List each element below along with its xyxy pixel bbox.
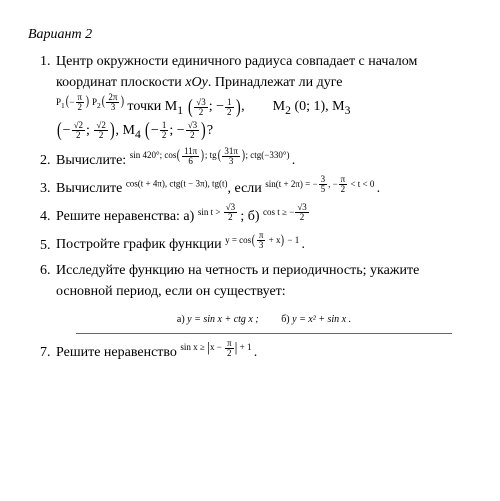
variant-title: Вариант 2: [28, 24, 472, 45]
p1-d2: 3: [106, 103, 119, 112]
p7-2: 2: [225, 349, 234, 358]
p3-g2: 2: [339, 185, 348, 194]
p4-label: Решите неравенства: а): [56, 209, 198, 224]
p4-aexpr: sin t >: [198, 207, 223, 217]
p1-line3: (−√22; √22), M4 (−12; −√32)?: [56, 123, 213, 138]
p4-b2: 2: [295, 213, 308, 222]
p4-b: cos t ≥ −√32: [263, 207, 310, 217]
p1-points-text: точки M: [127, 99, 177, 114]
p2-cosden: 6: [182, 157, 199, 166]
p4-a: sin t > √32: [198, 207, 241, 217]
p1-m2coords: (0; 1), M: [291, 99, 345, 114]
p1-m3d1: 2: [72, 131, 85, 140]
p6-opt-b: б) y = x² + sin x .: [281, 312, 351, 327]
p3-period: .: [377, 181, 381, 196]
p7-expr: sin x ≥ |x − π2| + 1: [180, 342, 253, 352]
p6-al: а): [177, 314, 187, 325]
p1-m1n1: √3: [194, 98, 207, 108]
problem-3: Вычислите cos(t + 4π), ctg(t − 3π), tg(t…: [54, 175, 472, 199]
p6-options: а) y = sin x + ctg x ; б) y = x² + sin x…: [56, 312, 472, 327]
p4-a2: 2: [224, 213, 237, 222]
p3-expr: cos(t + 4π), ctg(t − 3π), tg(t): [126, 179, 228, 189]
p1-text2: . Принадлежат ли дуге: [208, 75, 343, 90]
p5-y: y = cos: [225, 235, 251, 245]
p2-tgpre: ; tg: [205, 150, 217, 160]
p3-if: , если: [228, 181, 266, 196]
p7-sin: sin x ≥: [180, 342, 207, 352]
p7-p1: + 1: [237, 342, 251, 352]
p2-sin: sin 420°: [130, 150, 160, 160]
problem-4: Решите неравенства: а) sin t > √32 ; б) …: [54, 203, 472, 227]
p7-xm: x −: [210, 342, 224, 352]
p2-tgden: 3: [222, 157, 240, 166]
p5-func: y = cos(π3 + x) − 1: [225, 235, 301, 245]
p6-bl: б): [281, 314, 292, 325]
problem-5: Постройте график функции y = cos(π3 + x)…: [54, 231, 472, 255]
p1-d1: 2: [76, 103, 85, 112]
p1-m1neg: −: [216, 99, 224, 114]
p1-plane: xOy: [185, 75, 208, 90]
p3-gsin: sin(t + 2π) = −: [265, 179, 317, 189]
p1-m1n2: 1: [225, 98, 234, 108]
problem-7: Решите неравенство sin x ≥ |x − π2| + 1 …: [54, 338, 472, 363]
problem-2: Вычислите: sin 420°; cos(11π6); tg(31π3)…: [54, 147, 472, 171]
p2-label: Вычислите:: [56, 153, 130, 168]
p1-m1d1: 2: [194, 108, 207, 117]
p6-be: y = x² + sin x .: [292, 314, 351, 325]
p5-m1: − 1: [285, 235, 299, 245]
p6-opt-a: а) y = sin x + ctg x ;: [177, 312, 259, 327]
p1-m4d2: 2: [186, 131, 199, 140]
p1-m4lbl: , M: [116, 123, 135, 138]
p3-given: sin(t + 2π) = −35, −π2 < t < 0: [265, 179, 376, 189]
p4-sep: ; б): [240, 209, 263, 224]
p3-label: Вычислите: [56, 181, 126, 196]
p4-bexpr: cos t ≥ −: [263, 207, 294, 217]
p1-m4d1: 2: [160, 131, 169, 140]
p5-plus: + x: [266, 235, 280, 245]
p2-ctg: ; ctg(−330°): [246, 150, 290, 160]
p3-glt: < t < 0: [348, 179, 374, 189]
p1-neg1: −: [69, 97, 74, 107]
p3-g5: 5: [319, 185, 328, 194]
p2-period: .: [292, 153, 296, 168]
p5-period: .: [301, 238, 305, 253]
p7-label: Решите неравенство: [56, 345, 180, 360]
p6-text: Исследуйте функцию на четность и периоди…: [56, 263, 419, 299]
p1-m4neg2: −: [177, 123, 185, 138]
p1-m4sub: 4: [135, 127, 141, 140]
p1-arc-line: P1(−π2) P2(2π3) точки M1 (√32; −12), M2 …: [56, 99, 350, 114]
problem-list: Центр окружности единичного радиуса совп…: [28, 51, 472, 363]
p7-period: .: [254, 345, 258, 360]
p1-m1d2: 2: [225, 108, 234, 117]
p1-m4neg1: −: [151, 123, 159, 138]
p2-expr: sin 420°; cos(11π6); tg(31π3); ctg(−330°…: [130, 150, 292, 160]
p5-label: Постройте график функции: [56, 238, 225, 253]
p1-q: ?: [207, 123, 213, 138]
p1-m3d2: 2: [94, 131, 107, 140]
p5-fd: 3: [257, 241, 266, 250]
p3-gc: , −: [328, 179, 338, 189]
p1-m3neg: −: [63, 123, 71, 138]
p1-arc-expr: P1(−π2) P2(2π3): [56, 97, 127, 107]
p6-ae: y = sin x + ctg x ;: [187, 314, 259, 325]
p1-m3sub: 3: [345, 104, 351, 117]
problem-1: Центр окружности единичного радиуса совп…: [54, 51, 472, 143]
divider-line: [76, 333, 452, 334]
p2-cospre: cos: [164, 150, 176, 160]
p1-m2: M: [273, 99, 285, 114]
problem-6: Исследуйте функцию на четность и периоди…: [54, 260, 472, 334]
